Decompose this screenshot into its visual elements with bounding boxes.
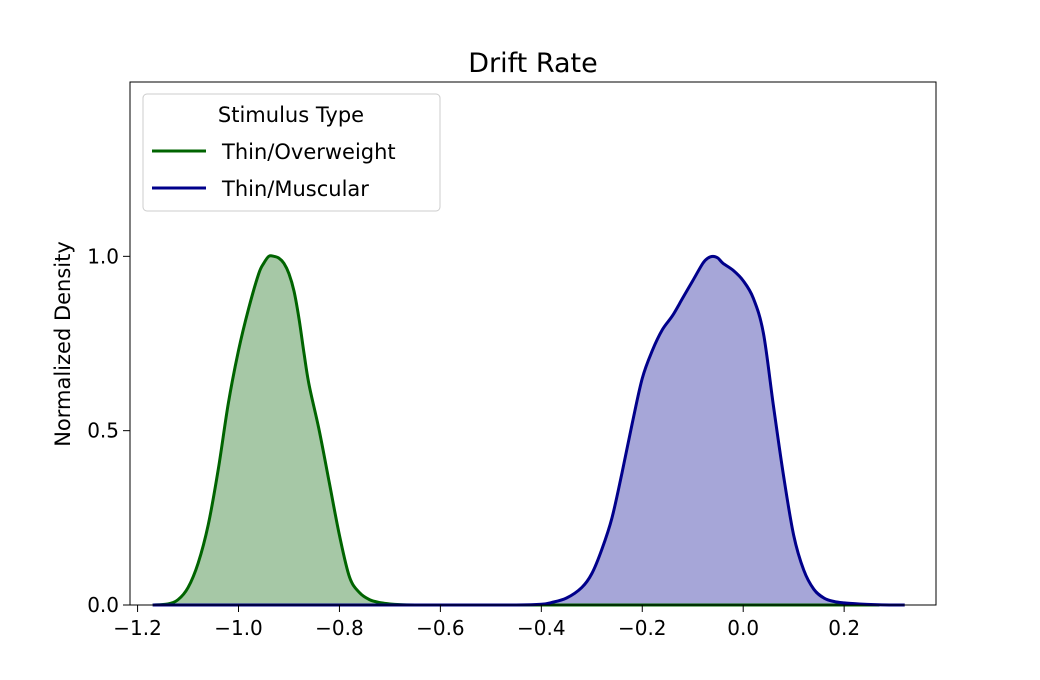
legend-title: Stimulus Type bbox=[218, 103, 364, 127]
legend-item-label: Thin/Overweight bbox=[221, 140, 396, 164]
y-axis: 0.0 0.5 1.0 bbox=[87, 244, 130, 617]
legend-box bbox=[142, 93, 441, 212]
x-tick-label: 0.2 bbox=[828, 616, 860, 640]
x-tick-label: −1.0 bbox=[214, 616, 263, 640]
series-fills bbox=[152, 255, 905, 605]
x-tick-label: −1.2 bbox=[113, 616, 162, 640]
legend: Stimulus Type Thin/Overweight Thin/Muscul… bbox=[142, 93, 441, 212]
series-line-1 bbox=[152, 254, 905, 607]
x-axis: −1.2 −1.0 −0.8 −0.6 −0.4 −0.2 0.0 0.2 bbox=[113, 605, 860, 640]
series-fill-1 bbox=[152, 256, 905, 605]
x-tick-label: −0.6 bbox=[416, 616, 465, 640]
x-tick-label: −0.2 bbox=[618, 616, 667, 640]
x-tick-label: 0.0 bbox=[727, 616, 759, 640]
plot-frame bbox=[129, 81, 937, 606]
y-tick-label: 0.5 bbox=[87, 419, 119, 443]
legend-item-label: Thin/Muscular bbox=[221, 177, 369, 201]
x-tick-label: −0.8 bbox=[315, 616, 364, 640]
y-tick-label: 0.0 bbox=[87, 593, 119, 617]
y-tick-label: 1.0 bbox=[87, 244, 119, 268]
chart-title: Drift Rate bbox=[468, 48, 598, 79]
y-axis-label: Normalized Density bbox=[51, 241, 75, 447]
x-tick-label: −0.4 bbox=[517, 616, 566, 640]
